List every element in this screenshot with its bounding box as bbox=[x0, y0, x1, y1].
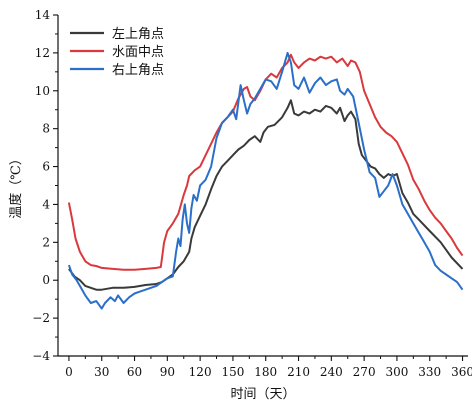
y-tick-label: 10 bbox=[35, 84, 50, 98]
x-tick-label: 270 bbox=[353, 365, 376, 379]
x-tick-label: 0 bbox=[65, 365, 73, 379]
x-tick-label: 60 bbox=[127, 365, 142, 379]
x-axis-title: 时间（天） bbox=[230, 387, 295, 402]
y-tick-label: 2 bbox=[42, 235, 50, 249]
y-tick-label: −2 bbox=[32, 311, 50, 325]
x-tick-label: 300 bbox=[385, 365, 408, 379]
axes: −4 −2 0 2 4 6 8 10 12 14 0 30 60 90 120 150 180 210 240 270… bbox=[32, 8, 472, 379]
legend-label-2: 水面中点 bbox=[112, 45, 164, 60]
y-axis-title: 温度（℃） bbox=[8, 152, 24, 219]
x-tick-label: 240 bbox=[320, 365, 343, 379]
x-tick-label: 120 bbox=[189, 365, 212, 379]
legend-label-1: 左上角点 bbox=[112, 27, 164, 42]
legend-label-3: 右上角点 bbox=[112, 63, 164, 78]
x-tick-label: 30 bbox=[94, 365, 109, 379]
y-tick-label: 0 bbox=[42, 273, 50, 287]
x-tick-label: 90 bbox=[160, 365, 175, 379]
y-tick-label: 6 bbox=[42, 160, 50, 174]
y-tick-label: 12 bbox=[35, 46, 50, 60]
y-tick-label: 4 bbox=[42, 197, 50, 211]
series-layer bbox=[67, 51, 464, 310]
y-tick-label: 8 bbox=[42, 122, 50, 136]
y-tick-label: 14 bbox=[35, 8, 51, 22]
x-tick-label: 180 bbox=[254, 365, 277, 379]
x-tick-label: 330 bbox=[418, 365, 441, 379]
x-tick-label: 210 bbox=[287, 365, 310, 379]
x-tick-label: 150 bbox=[221, 365, 244, 379]
series-line-1 bbox=[68, 99, 464, 291]
y-tick-label: −4 bbox=[32, 349, 50, 363]
series-line-2 bbox=[67, 53, 464, 271]
x-tick-label: 360 bbox=[451, 365, 472, 379]
series-line-3 bbox=[67, 51, 464, 310]
